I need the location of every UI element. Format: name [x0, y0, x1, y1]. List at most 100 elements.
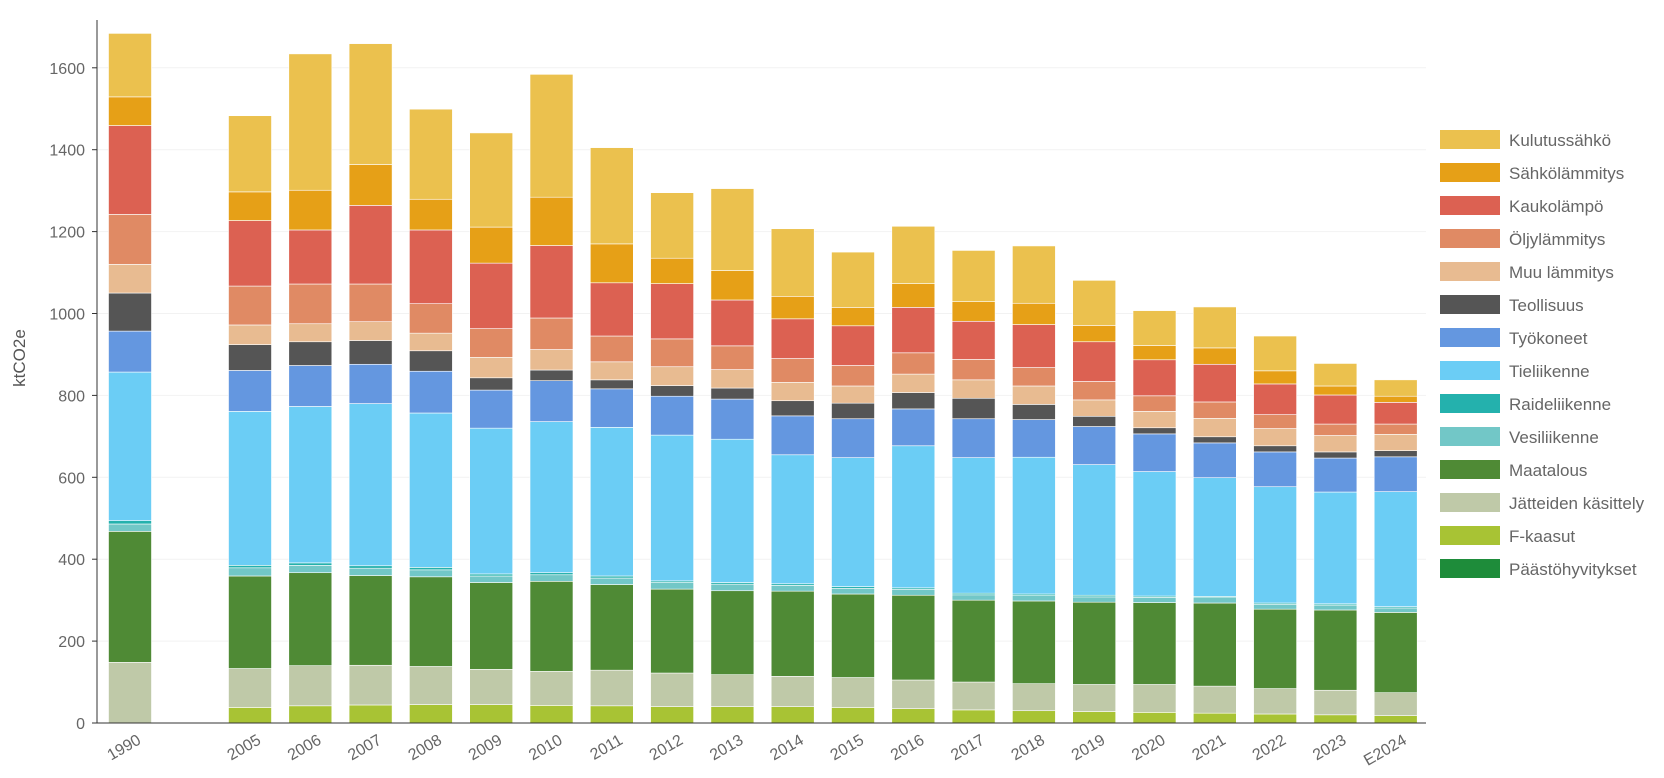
bar-segment-2007-5 — [348, 565, 393, 569]
legend-item-6: Työkoneet — [1440, 328, 1588, 348]
bar-segment-E2024-10 — [1373, 423, 1418, 435]
bar-segment-E2024-2 — [1373, 692, 1418, 716]
bar-segment-2014-7 — [770, 415, 815, 456]
bar-segment-2009-8 — [469, 377, 514, 391]
bar-segment-2017-13 — [951, 250, 996, 302]
bar-segment-2008-7 — [409, 370, 453, 414]
bar-segment-2011-1 — [589, 705, 634, 724]
bar-segment-2008-10 — [409, 303, 453, 334]
bar-segment-E2024-12 — [1373, 395, 1418, 403]
legend-label: Vesiliikenne — [1509, 428, 1599, 447]
bar-segment-2005-6 — [228, 411, 272, 566]
bar-segment-2014-12 — [770, 296, 815, 320]
bar-segment-2016-11 — [891, 307, 936, 354]
bar-stack-2009 — [469, 132, 514, 724]
bar-stack-2007 — [348, 43, 393, 724]
bar-segment-2017-12 — [951, 301, 996, 322]
legend-swatch — [1440, 427, 1500, 446]
bar-segment-2012-10 — [650, 338, 694, 368]
bar-stack-2017 — [951, 250, 996, 724]
bar-segment-2018-2 — [1012, 683, 1056, 712]
bar-segment-2010-8 — [529, 369, 574, 381]
bar-segment-1990-3 — [108, 531, 152, 663]
bar-segment-2018-12 — [1012, 302, 1056, 325]
bar-segment-E2024-3 — [1373, 612, 1418, 693]
legend-label: Tieliikenne — [1509, 362, 1590, 381]
bar-segment-2005-8 — [228, 344, 272, 371]
bar-segment-2009-9 — [469, 357, 514, 379]
legend-label: Öljylämmitys — [1509, 230, 1605, 249]
bar-segment-2014-10 — [770, 358, 815, 383]
bar-segment-2007-9 — [348, 321, 393, 341]
bar-segment-2012-12 — [650, 257, 694, 284]
bar-segment-E2024-7 — [1373, 456, 1418, 492]
bar-segment-2006-6 — [288, 406, 333, 564]
bar-segment-2013-10 — [710, 345, 755, 370]
bar-segment-2009-10 — [469, 328, 514, 358]
bar-segment-2008-13 — [409, 108, 453, 200]
bar-segment-2006-8 — [288, 341, 333, 366]
legend-item-3: Öljylämmitys — [1440, 229, 1605, 249]
bar-segment-2023-11 — [1313, 394, 1358, 425]
bar-segment-2005-11 — [228, 220, 272, 287]
bar-stack-2019 — [1072, 280, 1116, 724]
x-tick-label-2015: 2015 — [828, 732, 867, 765]
bar-segment-2015-12 — [831, 307, 875, 327]
bar-segment-2016-6 — [891, 445, 936, 589]
legend-swatch — [1440, 460, 1500, 479]
bar-segment-2008-3 — [409, 576, 453, 667]
bar-segment-2016-1 — [891, 708, 936, 724]
axes — [96, 20, 1426, 724]
bar-segment-2022-13 — [1253, 335, 1297, 372]
bar-segment-2018-9 — [1012, 385, 1056, 405]
bar-segment-2013-4 — [710, 583, 755, 592]
bar-stack-2008 — [409, 108, 453, 724]
bar-segment-2012-3 — [650, 588, 694, 674]
bar-segment-2023-8 — [1313, 451, 1358, 459]
bar-segment-2015-9 — [831, 385, 875, 404]
bar-segment-2009-4 — [469, 575, 514, 583]
x-tick-label-2008: 2008 — [406, 732, 445, 765]
y-tick-label-1000: 1000 — [49, 307, 85, 324]
bar-segment-2022-11 — [1253, 383, 1297, 415]
legend-swatch — [1440, 163, 1500, 182]
bar-segment-2023-4 — [1313, 604, 1358, 611]
x-tick-label-2020: 2020 — [1129, 732, 1168, 765]
y-axis-title: ktCO2e — [10, 329, 29, 387]
legend-item-7: Tieliikenne — [1440, 361, 1590, 381]
bar-stack-2022 — [1253, 335, 1297, 724]
legend-swatch — [1440, 493, 1500, 512]
bar-segment-2012-2 — [650, 672, 694, 707]
y-tick-label-400: 400 — [58, 552, 85, 569]
bar-segment-2020-8 — [1132, 427, 1177, 435]
bar-segment-2014-11 — [770, 318, 815, 359]
bar-segment-2007-6 — [348, 403, 393, 567]
bar-segment-2006-12 — [288, 189, 333, 231]
bar-stack-2015 — [831, 251, 875, 724]
bar-segment-2023-7 — [1313, 457, 1358, 493]
bar-stack-2014 — [770, 228, 815, 724]
x-tick-label-2013: 2013 — [707, 732, 746, 765]
legend-item-0: Kulutussähkö — [1440, 130, 1611, 150]
bar-segment-2007-8 — [348, 340, 393, 365]
legend-swatch — [1440, 196, 1500, 215]
bar-segment-2005-4 — [228, 567, 272, 577]
bar-stack-1990 — [108, 33, 152, 724]
legend-label: Teollisuus — [1509, 296, 1584, 315]
bar-segment-2020-6 — [1132, 471, 1177, 597]
bar-segment-2013-3 — [710, 590, 755, 675]
bar-segment-2005-2 — [228, 668, 272, 708]
bar-segment-2022-12 — [1253, 370, 1297, 385]
bar-segment-2015-2 — [831, 677, 875, 708]
legend-item-4: Muu lämmitys — [1440, 262, 1614, 282]
bar-segment-1990-13 — [108, 33, 152, 98]
bar-segment-2009-13 — [469, 132, 514, 228]
bar-segment-2021-1 — [1193, 712, 1237, 724]
bar-segment-2019-12 — [1072, 325, 1116, 343]
bar-segment-2018-13 — [1012, 245, 1056, 304]
bar-segment-2021-4 — [1193, 597, 1237, 604]
bar-segment-2013-7 — [710, 398, 755, 440]
bar-stack-2011 — [589, 147, 634, 724]
legend-item-11: Jätteiden käsittely — [1440, 493, 1645, 513]
